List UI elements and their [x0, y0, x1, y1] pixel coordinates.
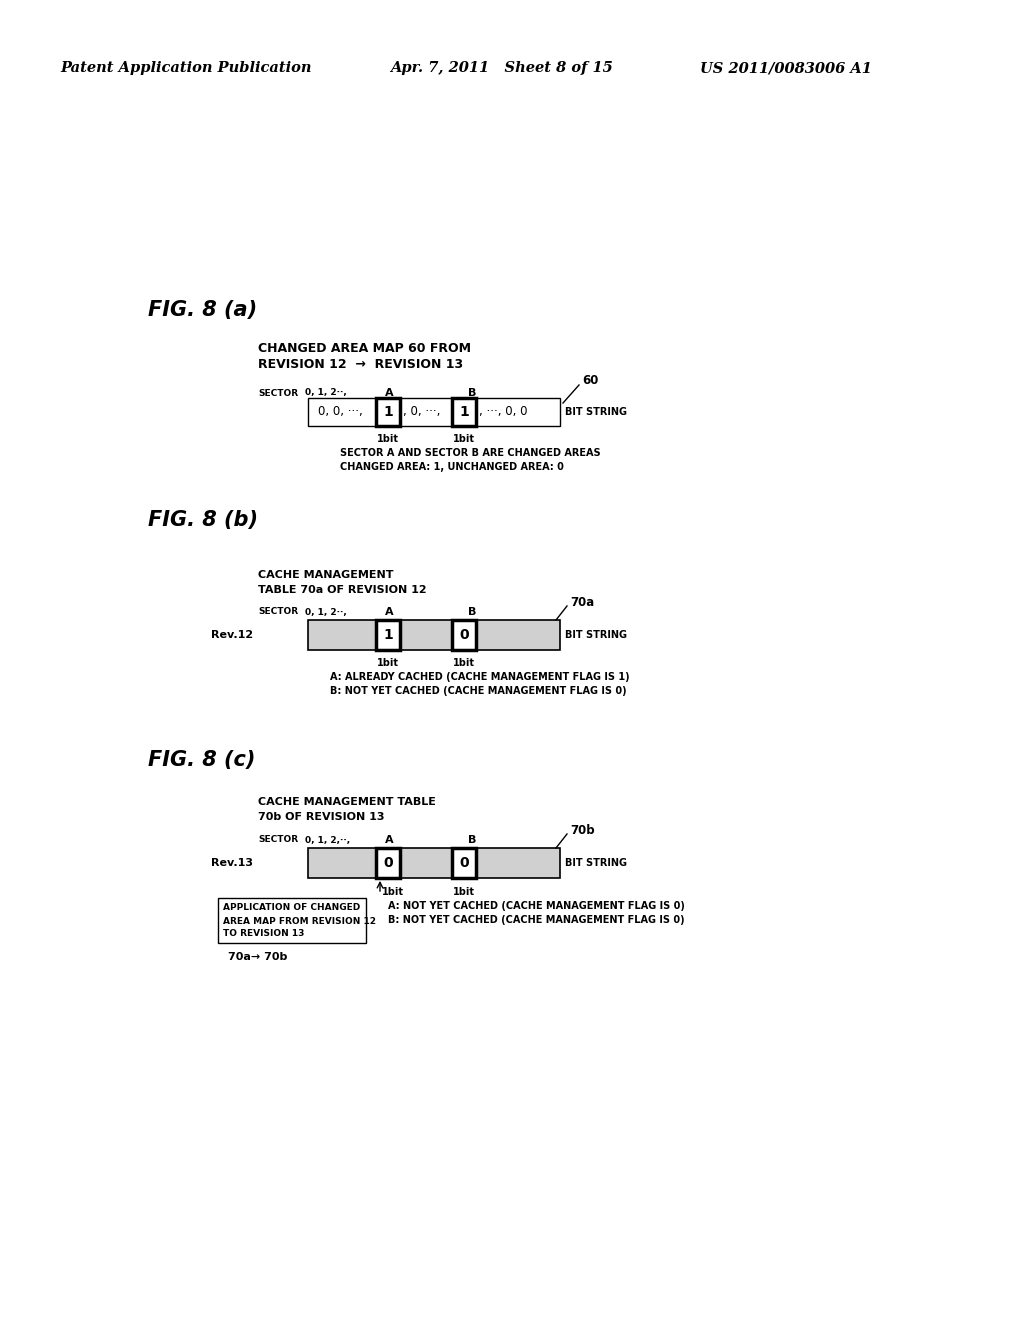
Text: BIT STRING: BIT STRING	[565, 858, 627, 869]
Text: Apr. 7, 2011   Sheet 8 of 15: Apr. 7, 2011 Sheet 8 of 15	[390, 61, 612, 75]
Text: , 0, ···,: , 0, ···,	[403, 405, 440, 418]
Text: 0, 1, 2··,: 0, 1, 2··,	[305, 607, 347, 616]
Bar	[376, 620, 400, 649]
Text: A: ALREADY CACHED (CACHE MANAGEMENT FLAG IS 1): A: ALREADY CACHED (CACHE MANAGEMENT FLAG…	[330, 672, 630, 682]
Text: A: A	[385, 388, 393, 399]
Text: 70a→ 70b: 70a→ 70b	[228, 952, 288, 962]
Text: 70a: 70a	[570, 595, 594, 609]
Text: 70b OF REVISION 13: 70b OF REVISION 13	[258, 812, 384, 822]
Text: SECTOR: SECTOR	[258, 836, 298, 845]
Bar	[376, 847, 400, 878]
Text: 1bit: 1bit	[453, 434, 475, 444]
Text: FIG. 8 (c): FIG. 8 (c)	[148, 750, 255, 770]
Text: CACHE MANAGEMENT: CACHE MANAGEMENT	[258, 570, 393, 579]
Text: 1bit: 1bit	[453, 657, 475, 668]
Text: 70b: 70b	[570, 824, 595, 837]
Bar	[218, 898, 366, 942]
Text: 1bit: 1bit	[377, 434, 399, 444]
Text: APPLICATION OF CHANGED: APPLICATION OF CHANGED	[223, 903, 360, 912]
Text: 1: 1	[383, 628, 393, 642]
Text: BIT STRING: BIT STRING	[565, 407, 627, 417]
Text: A: A	[385, 836, 393, 845]
Bar	[308, 620, 560, 649]
Text: , ···, 0, 0: , ···, 0, 0	[479, 405, 527, 418]
Text: B: B	[468, 836, 476, 845]
Text: 0, 1, 2,··,: 0, 1, 2,··,	[305, 836, 350, 845]
Text: 0: 0	[459, 628, 469, 642]
Text: A: NOT YET CACHED (CACHE MANAGEMENT FLAG IS 0): A: NOT YET CACHED (CACHE MANAGEMENT FLAG…	[388, 902, 685, 911]
Bar	[452, 399, 476, 426]
Text: 1: 1	[383, 405, 393, 418]
Text: 0, 1, 2··,: 0, 1, 2··,	[305, 388, 347, 397]
Text: AREA MAP FROM REVISION 12: AREA MAP FROM REVISION 12	[223, 916, 376, 925]
Text: 0: 0	[459, 855, 469, 870]
Text: 1bit: 1bit	[382, 887, 404, 898]
Text: CACHE MANAGEMENT TABLE: CACHE MANAGEMENT TABLE	[258, 797, 436, 807]
Text: SECTOR: SECTOR	[258, 607, 298, 616]
Text: REVISION 12  →  REVISION 13: REVISION 12 → REVISION 13	[258, 359, 463, 371]
Text: SECTOR A AND SECTOR B ARE CHANGED AREAS: SECTOR A AND SECTOR B ARE CHANGED AREAS	[340, 447, 601, 458]
Text: SECTOR: SECTOR	[258, 388, 298, 397]
Text: CHANGED AREA: 1, UNCHANGED AREA: 0: CHANGED AREA: 1, UNCHANGED AREA: 0	[340, 462, 564, 473]
Text: TO REVISION 13: TO REVISION 13	[223, 929, 304, 939]
Text: 1: 1	[459, 405, 469, 418]
Text: Patent Application Publication: Patent Application Publication	[60, 61, 311, 75]
Text: BIT STRING: BIT STRING	[565, 630, 627, 640]
Text: Rev.13: Rev.13	[211, 858, 253, 869]
Text: 0: 0	[383, 855, 393, 870]
Bar	[452, 620, 476, 649]
Text: B: NOT YET CACHED (CACHE MANAGEMENT FLAG IS 0): B: NOT YET CACHED (CACHE MANAGEMENT FLAG…	[388, 915, 685, 925]
Text: A: A	[385, 607, 393, 616]
Text: 60: 60	[582, 375, 598, 388]
Text: B: NOT YET CACHED (CACHE MANAGEMENT FLAG IS 0): B: NOT YET CACHED (CACHE MANAGEMENT FLAG…	[330, 686, 627, 696]
Text: TABLE 70a OF REVISION 12: TABLE 70a OF REVISION 12	[258, 585, 427, 595]
Text: B: B	[468, 388, 476, 399]
Text: FIG. 8 (b): FIG. 8 (b)	[148, 510, 258, 531]
Bar	[452, 847, 476, 878]
Text: 1bit: 1bit	[453, 887, 475, 898]
Bar	[376, 399, 400, 426]
Text: 0, 0, ···,: 0, 0, ···,	[318, 405, 362, 418]
Bar	[308, 847, 560, 878]
Text: 1bit: 1bit	[377, 657, 399, 668]
Bar	[308, 399, 560, 426]
Text: B: B	[468, 607, 476, 616]
Text: US 2011/0083006 A1: US 2011/0083006 A1	[700, 61, 871, 75]
Text: CHANGED AREA MAP 60 FROM: CHANGED AREA MAP 60 FROM	[258, 342, 471, 355]
Text: Rev.12: Rev.12	[211, 630, 253, 640]
Text: FIG. 8 (a): FIG. 8 (a)	[148, 300, 257, 319]
